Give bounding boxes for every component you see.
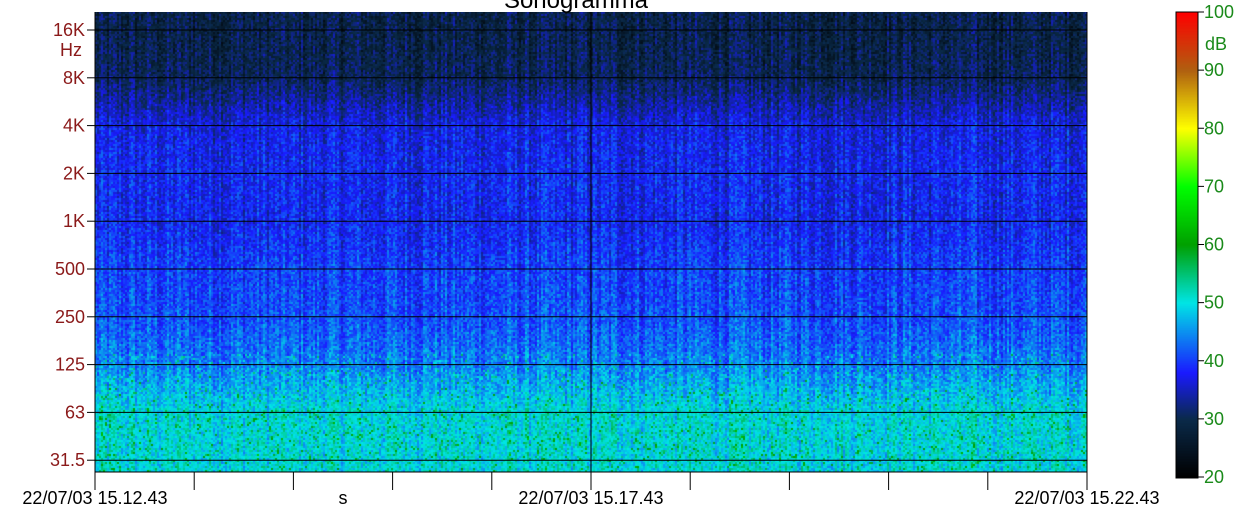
chart-title: Sonogramma	[504, 0, 649, 14]
y-tick-label: 2K	[63, 163, 85, 183]
colorbar-tick-label: 70	[1204, 176, 1224, 196]
x-tick-label: 22/07/03 15.22.43	[1014, 488, 1159, 508]
colorbar-gradient	[1176, 12, 1198, 478]
colorbar-tick-label: 20	[1204, 467, 1224, 487]
y-tick-label: 8K	[63, 68, 85, 88]
y-tick-label: 4K	[63, 116, 85, 136]
colorbar-tick-label: 90	[1204, 60, 1224, 80]
colorbar-tick-label: 30	[1204, 409, 1224, 429]
colorbar-ticks: 100 90 80 70 60 50 40 30 20	[1175, 2, 1234, 487]
y-axis-ticks: 16K 8K 4K 2K 1K 500 250 125 63 31.5	[50, 20, 95, 470]
y-tick-label: 31.5	[50, 450, 85, 470]
y-tick-label: 500	[55, 259, 85, 279]
x-tick-label: 22/07/03 15.12.43	[22, 488, 167, 508]
colorbar-tick-label: 40	[1204, 351, 1224, 371]
colorbar-border	[1175, 11, 1199, 479]
colorbar-tick-label: 80	[1204, 118, 1224, 138]
colorbar-tick-label: 100	[1204, 2, 1234, 22]
x-axis-unit-label: s	[339, 488, 348, 508]
y-axis-unit-label: Hz	[60, 40, 82, 60]
x-tick-label: 22/07/03 15.17.43	[518, 488, 663, 508]
y-tick-label: 250	[55, 307, 85, 327]
colorbar-unit-label: dB	[1205, 34, 1227, 54]
y-tick-label: 125	[55, 355, 85, 375]
x-axis-ticks: 22/07/03 15.12.43 22/07/03 15.17.43 22/07/…	[22, 12, 1160, 508]
colorbar-tick-label: 50	[1204, 293, 1224, 313]
y-tick-label: 63	[65, 402, 85, 422]
colorbar-tick-label: 60	[1204, 235, 1224, 255]
y-tick-label: 1K	[63, 211, 85, 231]
y-tick-label: 16K	[53, 20, 85, 40]
